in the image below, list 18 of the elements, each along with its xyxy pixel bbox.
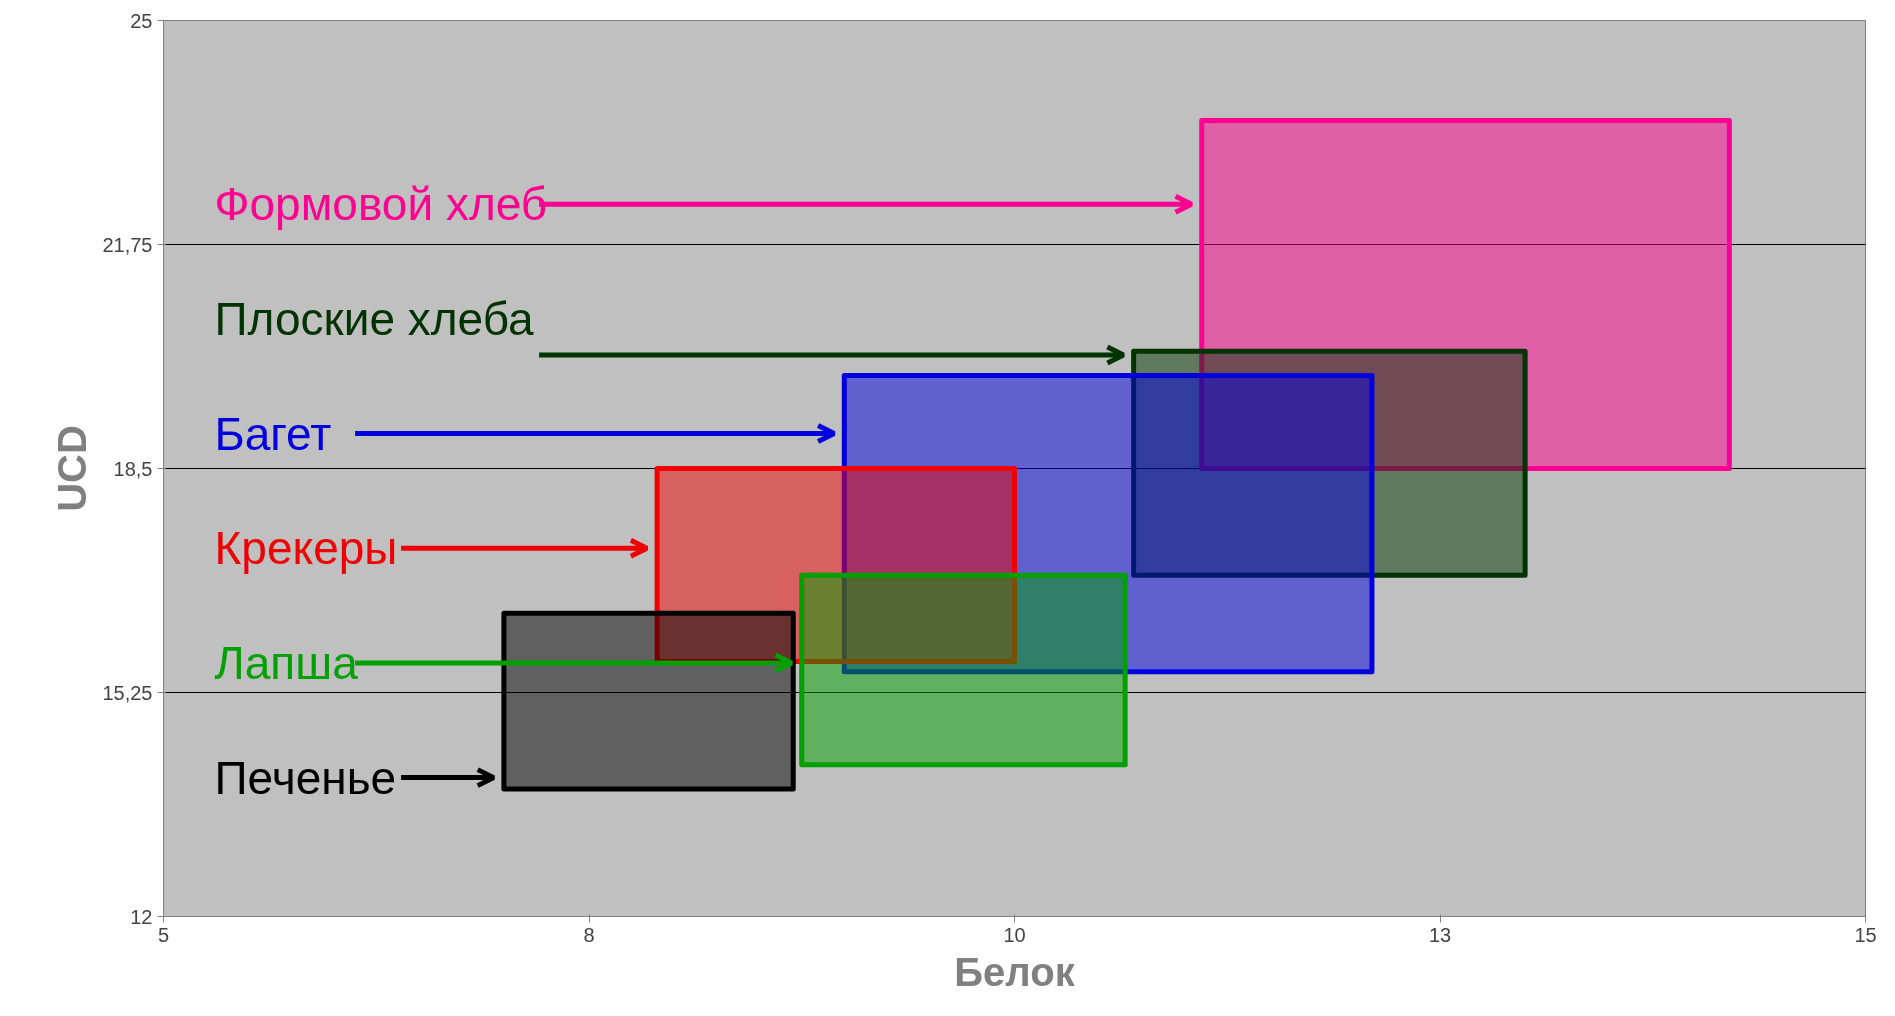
y-tick-label: 21,75 xyxy=(102,233,153,256)
text: Крекеры xyxy=(214,522,398,575)
y-tick-label: 18,5 xyxy=(113,457,153,480)
x-tick-label: 5 xyxy=(157,923,170,946)
legend-label: Печенье xyxy=(214,751,397,804)
text: Плоские хлеба xyxy=(214,292,534,345)
y-tick-label: 12 xyxy=(130,905,153,928)
x-tick-label: 8 xyxy=(583,923,595,946)
x-tick-label: 13 xyxy=(1428,923,1452,946)
text: Формовой хлеб xyxy=(214,178,548,231)
x-axis-title: Белок xyxy=(954,949,1076,994)
y-tick-label: 15,25 xyxy=(102,681,153,704)
y-tick-label: 25 xyxy=(130,9,153,32)
text: Лапша xyxy=(214,636,359,689)
y-axis-title: UCD xyxy=(50,425,95,512)
x-tick-label: 15 xyxy=(1854,923,1877,946)
x-tick-label: 10 xyxy=(1003,923,1026,946)
text: Багет xyxy=(214,407,332,460)
